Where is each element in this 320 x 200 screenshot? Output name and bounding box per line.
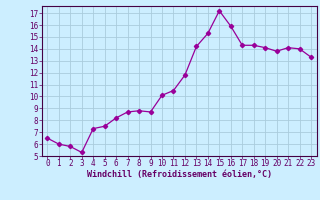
X-axis label: Windchill (Refroidissement éolien,°C): Windchill (Refroidissement éolien,°C) [87, 170, 272, 179]
